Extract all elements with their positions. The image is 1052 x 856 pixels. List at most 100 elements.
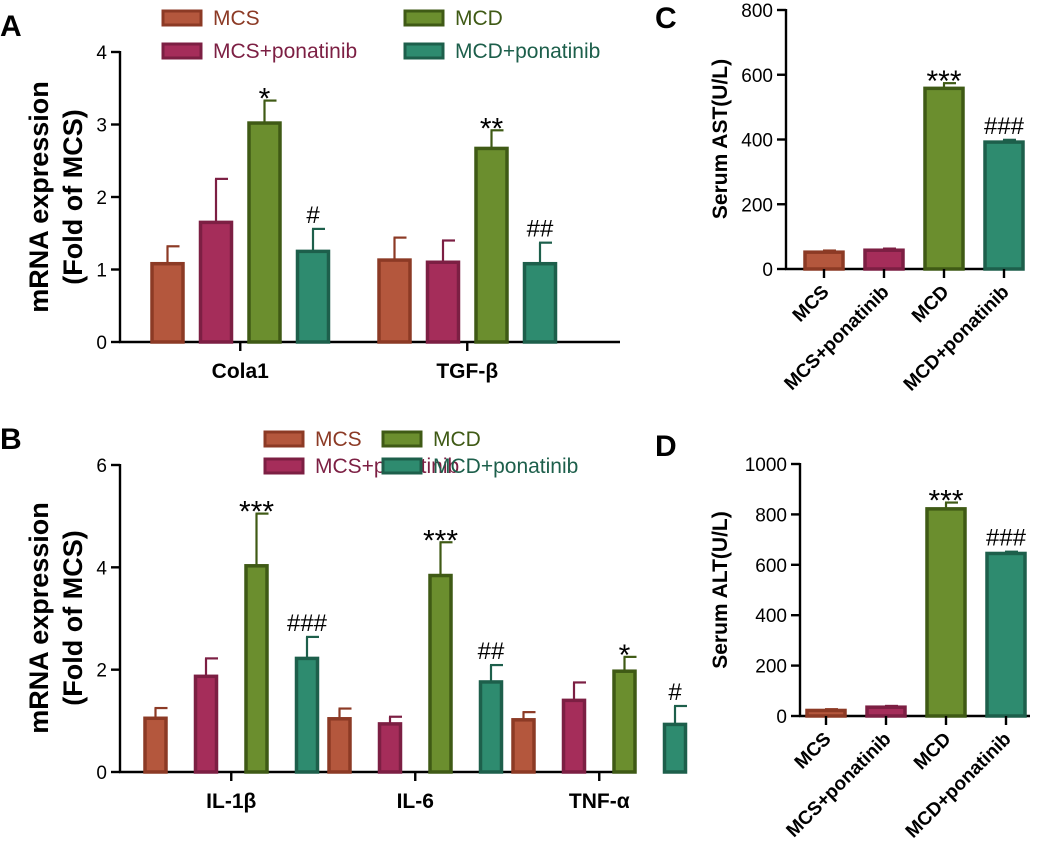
chart3-ytick-label: 200 <box>755 657 787 678</box>
legend-swatch <box>381 430 423 448</box>
bar-mcs-ponatinib-2 <box>561 698 587 774</box>
chart0-ytick-label: 1 <box>96 261 107 282</box>
chart0-ytick-label: 3 <box>96 116 107 137</box>
legend-swatch <box>263 457 305 475</box>
chart3-ytick-label: 800 <box>755 505 787 526</box>
panel-label-d: D <box>655 430 677 463</box>
bar-mcs-ponatinib-0 <box>198 220 234 344</box>
category-label: MCD+ponatinib <box>900 282 1014 396</box>
legend-label: MCD <box>433 428 481 451</box>
bar-mcs-ponatinib <box>863 248 905 271</box>
bar-mcd-1 <box>428 573 453 774</box>
significance-mark: * <box>259 83 271 116</box>
bar-mcs-ponatinib <box>865 705 907 718</box>
category-label: TNF-α <box>569 790 630 813</box>
panel-label-a: A <box>0 10 22 43</box>
bar-mcd-0 <box>244 564 269 774</box>
legend-swatch <box>403 9 445 27</box>
legend-swatch <box>161 42 203 60</box>
chart0-ytick-label: 2 <box>96 188 107 209</box>
y-axis-label-line2: (Fold of MCS) <box>58 530 88 705</box>
chart3-ytick-label: 600 <box>755 556 787 577</box>
significance-mark: # <box>668 679 682 706</box>
category-label: MCS <box>789 282 834 327</box>
legend-swatch <box>161 9 203 27</box>
bar-mcs-0 <box>150 261 185 344</box>
category-label: MCD+ponatinib <box>902 729 1016 843</box>
bar-mcs-ponatinib-1 <box>425 260 461 344</box>
legend-label: MCS <box>213 7 260 30</box>
category-label: MCD <box>910 729 955 774</box>
legend-label: MCD+ponatinib <box>433 455 578 478</box>
y-axis-label-line2: (Fold of MCS) <box>58 109 88 284</box>
chart1-ytick-label: 6 <box>96 456 107 477</box>
bar-mcd-0 <box>247 121 282 344</box>
chart0-ytick-label: 0 <box>96 333 107 354</box>
y-axis-label: Serum ALT(U/L) <box>709 511 732 669</box>
panel-label-c: C <box>655 2 677 35</box>
bar-mcs-0 <box>143 716 168 774</box>
significance-mark: *** <box>928 485 963 518</box>
significance-mark: *** <box>423 524 458 557</box>
chart2-ytick-label: 200 <box>741 195 773 216</box>
legend-swatch <box>403 42 445 60</box>
bar-mcd <box>923 86 965 271</box>
significance-mark: ### <box>986 525 1027 552</box>
category-label: Cola1 <box>212 360 270 383</box>
bar-mcd-ponatinib-1 <box>478 680 504 774</box>
bar-mcs-1 <box>377 258 412 344</box>
panel-label-b: B <box>0 423 22 456</box>
panel-b-chart: 0 2 4 6 *** ### IL-1β *** ## IL-6 * # TNF-α mRNA expr… <box>24 428 688 813</box>
legend-swatch <box>263 430 305 448</box>
bar-mcs-2 <box>511 718 536 774</box>
legend-label: MCS <box>315 428 362 451</box>
bar-mcd <box>925 507 967 718</box>
significance-mark: # <box>306 202 320 229</box>
category-label: IL-6 <box>397 790 434 813</box>
bar-mcs-1 <box>327 717 352 774</box>
chart1-ytick-label: 4 <box>96 558 107 579</box>
y-axis-label-line1: mRNA expression <box>24 502 54 734</box>
bar-mcd-ponatinib <box>983 140 1025 271</box>
bar-mcd-2 <box>612 669 637 774</box>
category-label: MCS+ponatinib <box>783 729 896 842</box>
chart0-ytick-label: 4 <box>96 43 107 64</box>
chart1-ytick-label: 2 <box>96 661 107 682</box>
significance-mark: *** <box>239 496 274 529</box>
category-label: IL-1β <box>206 790 256 813</box>
category-label: MCS <box>791 729 836 774</box>
significance-mark: * <box>619 639 631 672</box>
bar-mcd-ponatinib-0 <box>295 249 331 344</box>
bar-mcs-ponatinib-0 <box>193 674 219 774</box>
legend-label: MCD+ponatinib <box>455 40 600 63</box>
chart2-ytick-label: 0 <box>762 260 773 281</box>
category-label: MCS+ponatinib <box>781 282 894 395</box>
significance-mark: ### <box>287 610 328 637</box>
chart2-ytick-label: 400 <box>741 131 773 152</box>
chart3-ytick-label: 0 <box>776 707 787 728</box>
y-axis-label: Serum AST(U/L) <box>709 59 732 219</box>
significance-mark: ** <box>480 112 504 145</box>
significance-mark: ### <box>984 113 1025 140</box>
significance-mark: *** <box>926 65 961 98</box>
legend-label: MCD <box>455 7 503 30</box>
bar-mcd-ponatinib-2 <box>662 722 688 774</box>
significance-mark: ## <box>478 638 505 665</box>
legend-swatch <box>381 457 423 475</box>
chart2-ytick-label: 800 <box>741 1 773 22</box>
y-axis-label-line1: mRNA expression <box>24 81 54 313</box>
chart2-ytick-label: 600 <box>741 66 773 87</box>
bar-mcs <box>805 708 847 718</box>
bar-mcd-ponatinib-1 <box>522 261 558 344</box>
significance-mark: ## <box>527 216 554 243</box>
legend-label: MCS+ponatinib <box>213 40 357 63</box>
bar-mcs-ponatinib-1 <box>377 722 403 774</box>
bar-mcd-ponatinib <box>985 551 1027 718</box>
chart1-ytick-label: 0 <box>96 763 107 784</box>
chart3-ytick-label: 1000 <box>745 455 787 476</box>
category-label: TGF-β <box>436 360 498 383</box>
bar-mcd-1 <box>474 146 509 344</box>
